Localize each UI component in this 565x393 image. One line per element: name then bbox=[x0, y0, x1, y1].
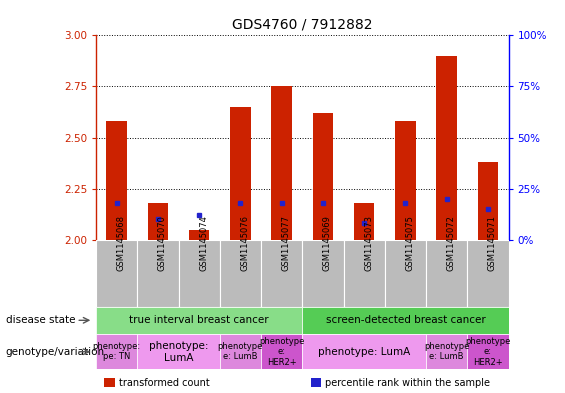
Text: genotype/variation: genotype/variation bbox=[6, 347, 105, 357]
Text: disease state: disease state bbox=[6, 315, 75, 325]
Bar bbox=[302, 240, 344, 307]
Text: phenotype
e:
HER2+: phenotype e: HER2+ bbox=[465, 337, 511, 367]
Text: phenotype
e: LumB: phenotype e: LumB bbox=[218, 342, 263, 362]
Text: screen-detected breast cancer: screen-detected breast cancer bbox=[325, 315, 485, 325]
Bar bbox=[189, 230, 210, 240]
Bar bbox=[137, 334, 220, 369]
Text: GSM1145075: GSM1145075 bbox=[406, 215, 414, 271]
Text: phenotype: LumA: phenotype: LumA bbox=[318, 347, 410, 357]
Bar bbox=[477, 162, 498, 240]
Bar bbox=[311, 378, 321, 387]
Title: GDS4760 / 7912882: GDS4760 / 7912882 bbox=[232, 17, 372, 31]
Text: GSM1145074: GSM1145074 bbox=[199, 215, 208, 271]
Text: phenotype:
LumA: phenotype: LumA bbox=[149, 341, 208, 362]
Bar bbox=[230, 107, 251, 240]
Bar bbox=[395, 121, 416, 240]
Text: GSM1145068: GSM1145068 bbox=[117, 215, 125, 271]
Bar bbox=[137, 240, 179, 307]
Text: GSM1145073: GSM1145073 bbox=[364, 215, 373, 271]
Bar bbox=[344, 240, 385, 307]
Text: GSM1145071: GSM1145071 bbox=[488, 215, 497, 271]
Bar bbox=[302, 334, 426, 369]
Bar bbox=[467, 240, 509, 307]
Bar bbox=[96, 240, 137, 307]
Bar bbox=[426, 240, 467, 307]
Bar bbox=[105, 378, 115, 387]
Bar bbox=[96, 307, 302, 334]
Bar bbox=[179, 240, 220, 307]
Text: GSM1145072: GSM1145072 bbox=[447, 215, 455, 271]
Bar bbox=[302, 307, 508, 334]
Text: transformed count: transformed count bbox=[119, 378, 210, 388]
Bar bbox=[261, 334, 302, 369]
Text: GSM1145070: GSM1145070 bbox=[158, 215, 167, 271]
Text: GSM1145076: GSM1145076 bbox=[241, 215, 249, 271]
Bar bbox=[220, 334, 261, 369]
Bar bbox=[220, 240, 261, 307]
Text: true interval breast cancer: true interval breast cancer bbox=[129, 315, 269, 325]
Bar bbox=[96, 334, 137, 369]
Text: phenotype
e: LumB: phenotype e: LumB bbox=[424, 342, 470, 362]
Bar bbox=[385, 240, 426, 307]
Bar bbox=[312, 113, 333, 240]
Bar bbox=[354, 203, 375, 240]
Bar bbox=[436, 56, 457, 240]
Bar bbox=[467, 334, 509, 369]
Bar bbox=[271, 86, 292, 240]
Text: GSM1145069: GSM1145069 bbox=[323, 215, 332, 271]
Bar bbox=[261, 240, 302, 307]
Bar bbox=[106, 121, 127, 240]
Bar bbox=[147, 203, 168, 240]
Text: phenotype:
pe: TN: phenotype: pe: TN bbox=[93, 342, 141, 362]
Text: GSM1145077: GSM1145077 bbox=[282, 215, 290, 271]
Text: percentile rank within the sample: percentile rank within the sample bbox=[325, 378, 490, 388]
Text: phenotype
e:
HER2+: phenotype e: HER2+ bbox=[259, 337, 305, 367]
Bar bbox=[426, 334, 467, 369]
